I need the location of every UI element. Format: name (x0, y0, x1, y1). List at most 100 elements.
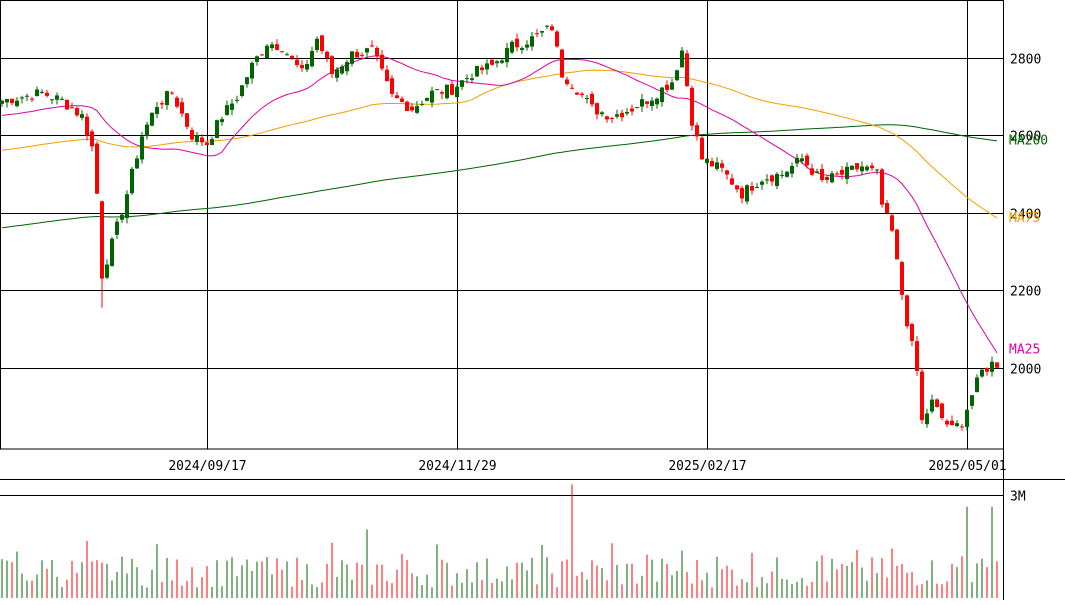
candle-body (50, 99, 54, 101)
candle-body (885, 202, 889, 214)
date-tick-label: 2025/05/01 (928, 459, 1006, 474)
candle-body (100, 201, 104, 279)
candle-body (925, 413, 929, 425)
candle-body (320, 35, 324, 52)
candle-body (675, 70, 679, 81)
candle-body (595, 103, 599, 115)
candle-body (940, 403, 944, 419)
candle-body (250, 62, 254, 79)
candle-body (765, 179, 769, 181)
candle-body (535, 33, 539, 35)
candle-body (405, 101, 409, 112)
candle-body (105, 264, 109, 278)
candle-body (315, 38, 319, 50)
candlesticks (0, 24, 999, 431)
candle-body (325, 51, 329, 59)
candle-body (790, 165, 794, 174)
candle-body (395, 95, 399, 99)
candle-body (680, 50, 684, 68)
candle-body (110, 238, 114, 266)
candle-body (340, 66, 344, 74)
candle-body (665, 84, 669, 90)
candle-body (760, 181, 764, 185)
date-tick-label: 2025/02/17 (668, 459, 746, 474)
candle-body (910, 324, 914, 341)
candle-body (380, 54, 384, 69)
candle-body (125, 194, 129, 219)
price-tick-label: 2600 (1010, 130, 1041, 145)
candle-body (840, 169, 844, 175)
candle-body (900, 262, 904, 295)
candle-body (55, 95, 59, 100)
candle-body (540, 31, 544, 33)
candle-body (185, 113, 189, 127)
candle-body (390, 78, 394, 94)
candle-body (640, 99, 644, 107)
candle-body (95, 143, 99, 194)
candle-body (15, 100, 19, 107)
candle-body (485, 63, 489, 70)
candle-body (365, 48, 369, 53)
candle-body (695, 125, 699, 137)
candle-body (40, 91, 44, 93)
candle-body (235, 99, 239, 101)
candle-body (545, 25, 549, 27)
candle-body (175, 97, 179, 107)
candle-body (20, 97, 24, 99)
candle-body (685, 53, 689, 87)
candle-body (65, 99, 69, 110)
candle-body (555, 31, 559, 47)
candle-body (770, 175, 774, 182)
candle-body (80, 114, 84, 118)
candle-body (830, 173, 834, 183)
candle-body (215, 120, 219, 138)
candle-body (625, 111, 629, 114)
ma75-line (1, 69, 998, 219)
candle-body (710, 160, 714, 167)
candle-body (275, 44, 279, 50)
candle-body (25, 95, 29, 97)
candle-body (755, 186, 759, 188)
candle-body (960, 426, 964, 428)
candle-body (400, 98, 404, 102)
candle-body (150, 112, 154, 126)
candle-body (980, 369, 984, 377)
candle-body (170, 92, 174, 94)
candle-body (600, 112, 604, 115)
candle-body (165, 91, 169, 106)
ma200-line (1, 124, 998, 229)
candle-body (420, 103, 424, 105)
candle-body (35, 89, 39, 97)
volume-bars (1, 484, 998, 598)
candle-body (870, 165, 874, 169)
candle-body (265, 45, 269, 59)
candle-body (180, 102, 184, 114)
candle-body (10, 98, 14, 104)
candle-body (200, 137, 204, 143)
candle-body (460, 80, 464, 87)
price-tick-label: 2800 (1010, 53, 1041, 68)
candle-body (530, 36, 534, 47)
candle-body (120, 214, 124, 220)
candle-body (130, 168, 134, 194)
candle-body (500, 60, 504, 63)
candle-body (895, 229, 899, 260)
candle-body (805, 155, 809, 166)
candle-body (445, 84, 449, 99)
candle-body (605, 116, 609, 120)
candle-body (455, 86, 459, 98)
candle-body (740, 188, 744, 199)
candle-body (670, 82, 674, 90)
candle-body (385, 69, 389, 81)
candle-body (115, 221, 119, 235)
candle-body (550, 26, 554, 31)
candle-body (690, 87, 694, 126)
candle-body (735, 185, 739, 190)
candle-body (440, 92, 444, 94)
candle-body (205, 142, 209, 145)
candle-body (580, 93, 584, 96)
candle-body (570, 87, 574, 89)
candle-body (955, 423, 959, 426)
candle-body (835, 173, 839, 175)
